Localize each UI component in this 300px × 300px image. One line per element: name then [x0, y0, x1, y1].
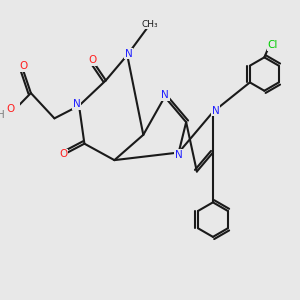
- Text: O: O: [7, 104, 15, 115]
- Text: CH₃: CH₃: [142, 20, 158, 28]
- Text: O: O: [20, 61, 28, 71]
- Text: N: N: [125, 49, 133, 59]
- Text: Cl: Cl: [268, 40, 278, 50]
- Text: N: N: [161, 90, 169, 100]
- Text: N: N: [212, 106, 220, 116]
- Text: O: O: [60, 149, 68, 159]
- Text: O: O: [88, 55, 96, 65]
- Text: N: N: [175, 150, 182, 160]
- Text: H: H: [0, 110, 5, 120]
- Text: N: N: [73, 99, 81, 109]
